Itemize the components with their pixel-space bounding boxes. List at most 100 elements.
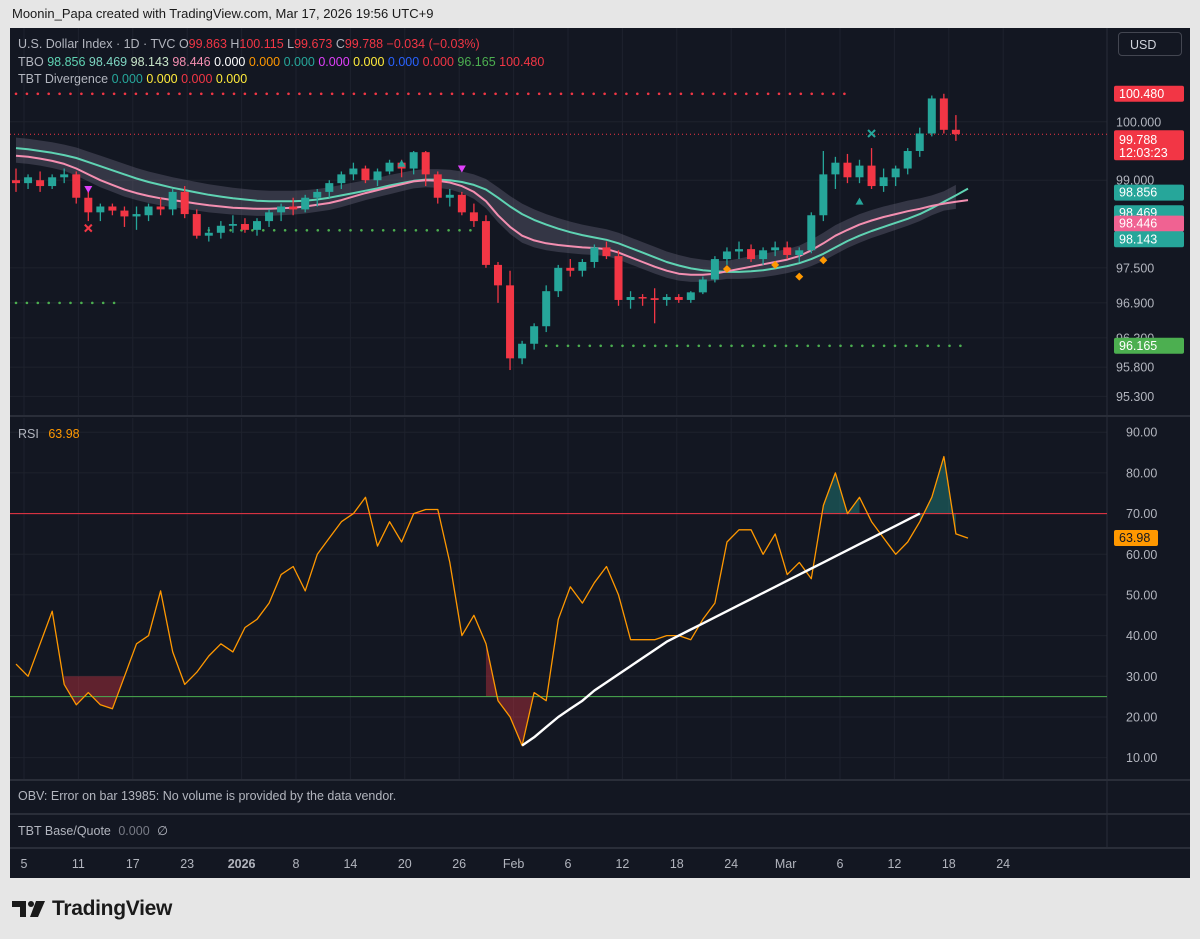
sell-cross-marker	[84, 223, 93, 233]
tbt-divergence-value: 0.000	[181, 72, 216, 86]
tradingview-logo[interactable]: TradingView	[12, 896, 172, 922]
candle	[36, 171, 45, 192]
candle-body	[807, 215, 816, 251]
dot-marker	[69, 301, 72, 305]
dot-marker	[544, 344, 548, 348]
dot-marker	[461, 92, 465, 96]
price-badge: 100.480	[1114, 85, 1184, 102]
candle-body	[819, 174, 828, 216]
dot-marker	[577, 344, 581, 348]
dot-marker	[469, 228, 472, 232]
candle	[698, 276, 707, 295]
currency-button[interactable]: USD	[1118, 32, 1182, 56]
dot-marker	[570, 92, 574, 96]
candle-body	[445, 194, 454, 198]
dot-marker	[232, 92, 236, 96]
candle-body	[168, 191, 177, 210]
dot-marker	[882, 344, 886, 348]
candle	[795, 247, 804, 262]
tbo-value: 0.000	[214, 55, 249, 69]
dot-marker	[298, 92, 301, 96]
price-badge-label: 96.165	[1119, 339, 1157, 353]
tbt-base-quote-legend[interactable]: TBT Base/Quote 0.000 ∅	[18, 823, 168, 838]
dot-marker	[904, 344, 908, 348]
candle	[759, 247, 768, 265]
candle-body	[879, 177, 888, 187]
dot-marker	[436, 228, 440, 232]
candle	[481, 215, 490, 268]
candle	[168, 188, 177, 216]
dot-marker	[959, 344, 962, 348]
candle	[12, 168, 20, 192]
tbo-value: 100.480	[499, 55, 545, 69]
candle	[506, 270, 515, 371]
tbt-divergence-legend[interactable]: TBT Divergence 0.000 0.000 0.000 0.000	[18, 72, 247, 86]
candle-body	[566, 267, 575, 271]
chart-frame[interactable]: 100.00099.00097.50096.90096.30095.80095.…	[10, 28, 1190, 878]
rsi-legend[interactable]: RSI 63.98	[18, 427, 80, 441]
tbo-cloud	[16, 137, 956, 282]
ohlc-values: O99.863 H100.115 L99.673 C99.788 −0.034 …	[179, 37, 480, 51]
candle	[915, 127, 924, 157]
dot-marker	[47, 301, 50, 305]
price-badge: 98.143	[1114, 231, 1184, 248]
dot-marker	[403, 228, 407, 232]
time-axis-tick: 5	[21, 857, 28, 871]
rsi-line	[15, 455, 969, 747]
dot-marker	[167, 92, 170, 96]
dot-marker	[832, 92, 835, 96]
candle	[301, 194, 310, 213]
candle	[542, 285, 551, 333]
dot-marker	[821, 92, 824, 96]
diamond-marker	[795, 272, 804, 281]
candle	[674, 294, 683, 303]
time-axis-tick: Mar	[775, 857, 797, 871]
tbo-value: 0.000	[353, 55, 388, 69]
dot-marker	[828, 344, 831, 348]
dot-marker	[265, 92, 268, 96]
symbol-legend[interactable]: U.S. Dollar Index · 1D · TVC O99.863 H10…	[18, 37, 480, 51]
candle-body	[277, 206, 286, 213]
ohlc-key: H	[226, 37, 240, 51]
dot-marker	[341, 92, 345, 96]
tbt-base-quote-name: TBT Base/Quote	[18, 824, 111, 838]
tbo-value: 98.856	[47, 55, 89, 69]
candle-body	[891, 168, 900, 178]
dot-marker	[272, 228, 276, 232]
dot-marker	[14, 301, 18, 305]
candle-body	[578, 261, 587, 271]
dot-marker	[101, 301, 105, 305]
candle	[313, 188, 322, 207]
obv-error-message: OBV: Error on bar 13985: No volume is pr…	[18, 789, 397, 803]
candle-body	[650, 298, 659, 300]
candle-body	[72, 174, 81, 198]
candle	[807, 212, 816, 254]
dot-marker	[817, 344, 820, 348]
candle-body	[313, 191, 322, 198]
candle-body	[325, 183, 334, 192]
candle	[819, 151, 828, 222]
dot-marker	[458, 228, 461, 232]
candle	[180, 186, 189, 219]
candle	[686, 291, 695, 303]
candle	[253, 218, 261, 236]
candle	[349, 162, 358, 181]
candle	[891, 165, 900, 187]
candle	[361, 165, 370, 184]
price-badge-bg	[1114, 130, 1184, 161]
dot-marker	[926, 344, 929, 348]
candle-body	[481, 221, 490, 265]
chart-canvas[interactable]: 100.00099.00097.50096.90096.30095.80095.…	[10, 28, 1190, 878]
dot-marker	[741, 344, 744, 348]
candle	[240, 218, 249, 233]
dot-marker	[679, 92, 683, 96]
dot-marker	[893, 344, 897, 348]
candle-body	[602, 247, 611, 257]
dot-marker	[653, 344, 657, 348]
dot-marker	[719, 344, 722, 348]
support-dotted-line	[544, 344, 962, 348]
ohlc-key: C	[332, 37, 345, 51]
tbo-legend[interactable]: TBO 98.856 98.469 98.143 98.446 0.000 0.…	[18, 55, 544, 69]
rsi-axis-tick: 70.00	[1126, 507, 1157, 521]
dot-marker	[755, 92, 759, 96]
